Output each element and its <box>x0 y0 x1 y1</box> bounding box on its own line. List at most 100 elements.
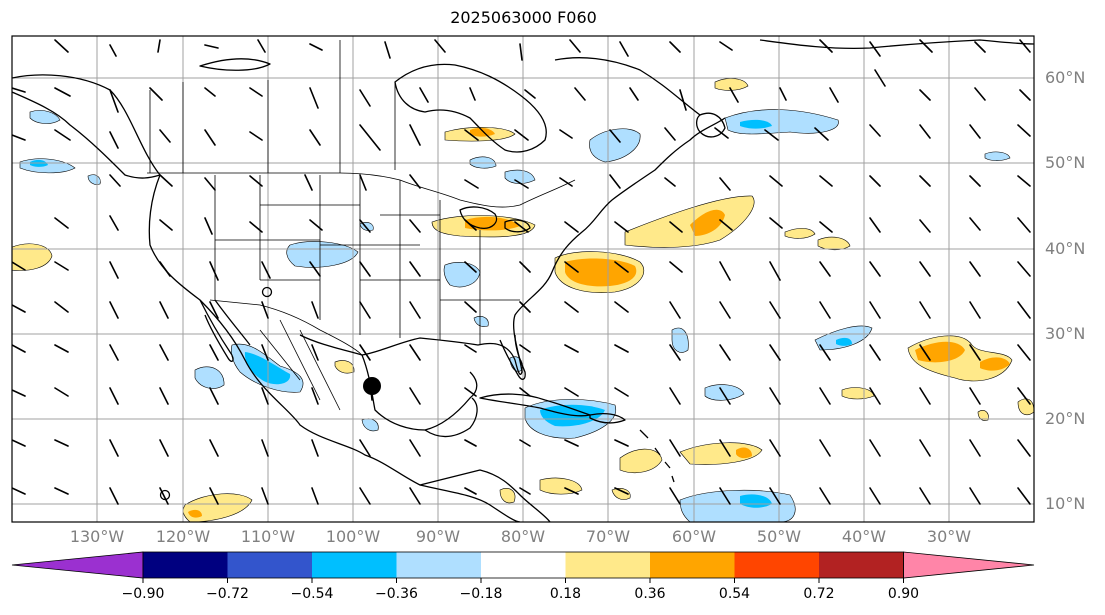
lat-label-60n: 60°N <box>1045 68 1086 87</box>
lat-label-50n: 50°N <box>1045 153 1086 172</box>
negative-region <box>704 384 745 401</box>
positive-region <box>334 360 355 374</box>
colorbar-bin <box>143 552 228 578</box>
colorbar-tick-label: 0.36 <box>634 586 666 602</box>
positive-region <box>470 127 495 137</box>
wind-barb <box>109 174 1031 191</box>
positive-region <box>188 509 202 518</box>
arctic-islands-2 <box>759 39 1034 50</box>
lon-label-100w: 100°W <box>325 527 381 546</box>
lon-label-30w: 30°W <box>926 527 972 546</box>
map-title: 2025063000 F060 <box>450 8 597 27</box>
wind-barb <box>12 261 1031 281</box>
wind-barb <box>54 39 1031 61</box>
positive-region <box>817 236 851 251</box>
baja-california <box>199 299 234 362</box>
lon-label-80w: 80°W <box>500 527 546 546</box>
wind-barb <box>12 439 1031 457</box>
canada-provinces <box>149 40 396 173</box>
lon-label-40w: 40°W <box>841 527 887 546</box>
negative-region <box>984 151 1011 161</box>
positive-region <box>977 410 989 421</box>
negative-region <box>589 128 641 163</box>
lon-label-130w: 130°W <box>69 527 125 546</box>
positive-region <box>980 357 1010 371</box>
colorbar-bin <box>734 552 819 578</box>
hudson-bay <box>394 63 547 153</box>
colorbar-bin <box>396 552 481 578</box>
arctic-islands <box>199 58 271 71</box>
graticule <box>12 36 1034 522</box>
lon-label-90w: 90°W <box>415 527 461 546</box>
wind-barb <box>12 124 1031 151</box>
colorbar-tick-label: 0.90 <box>887 586 920 602</box>
map-frame <box>11 35 1035 523</box>
lon-label-60w: 60°W <box>671 527 717 546</box>
colorbar-tick-label: −0.72 <box>206 586 249 602</box>
colorbar-bin <box>819 552 904 578</box>
newfoundland <box>695 112 726 138</box>
colorbar-tick-label: −0.90 <box>121 586 165 602</box>
negative-region <box>740 119 772 129</box>
yucatan <box>424 397 478 438</box>
negative-region <box>473 316 489 327</box>
wind-barb <box>54 215 1031 235</box>
negative-region <box>194 366 225 389</box>
wind-barb <box>12 69 1031 113</box>
labrador <box>554 57 701 116</box>
lat-label-30n: 30°N <box>1045 324 1086 343</box>
station-ring <box>261 286 273 298</box>
lat-label-10n: 10°N <box>1045 494 1086 513</box>
state-lines <box>214 175 520 345</box>
colorbar-tick-label: 0.18 <box>549 586 582 602</box>
negative-region <box>679 489 796 522</box>
colorbar-bin <box>227 552 312 578</box>
colorbar-tick-label: −0.18 <box>459 586 503 602</box>
colorbar-tick-label: 0.72 <box>803 586 835 602</box>
positive-region <box>841 387 875 400</box>
positive-region <box>12 243 53 271</box>
positive-region <box>784 228 816 239</box>
wind-barb <box>12 344 1031 361</box>
negative-region <box>286 241 359 268</box>
hispaniola <box>589 413 626 424</box>
negative-region <box>504 169 536 184</box>
mexico-states <box>259 319 341 411</box>
positive-region <box>539 477 583 495</box>
us-canada-border <box>147 172 576 208</box>
anomaly-shading <box>12 78 1034 522</box>
lat-label-40n: 40°N <box>1045 239 1086 258</box>
lon-label-70w: 70°W <box>585 527 631 546</box>
colorbar-tick-label: 0.54 <box>718 586 751 602</box>
station-marker <box>363 377 381 395</box>
positive-region <box>736 447 752 459</box>
lon-label-120w: 120°W <box>155 527 211 546</box>
positive-region <box>619 448 663 473</box>
gulf-of-california <box>214 299 251 346</box>
lon-label-110w: 110°W <box>240 527 296 546</box>
caribbean-arc <box>639 429 675 483</box>
colorbar-tick-label: −0.54 <box>290 586 334 602</box>
positive-region <box>714 78 749 91</box>
positive-region <box>465 216 520 231</box>
colorbar <box>11 551 1035 583</box>
colorbar-bin <box>481 552 566 578</box>
wind-barb <box>12 301 1031 319</box>
colorbar-bin <box>312 552 397 578</box>
negative-region <box>29 110 61 124</box>
positive-region <box>624 195 755 248</box>
political-borders <box>147 40 576 411</box>
vancouver-coast <box>12 91 161 179</box>
lon-label-50w: 50°W <box>756 527 802 546</box>
wind-barb <box>12 487 1031 505</box>
florida <box>499 334 526 380</box>
positive-region <box>611 488 631 500</box>
us-mexico-border <box>209 299 363 356</box>
coastlines <box>12 39 1034 522</box>
lat-label-20n: 20°N <box>1045 409 1086 428</box>
wind-barbs <box>12 39 1031 505</box>
colorbar-bin <box>650 552 735 578</box>
colorbar-extend-min <box>11 551 144 579</box>
gulf-coast <box>299 117 726 375</box>
